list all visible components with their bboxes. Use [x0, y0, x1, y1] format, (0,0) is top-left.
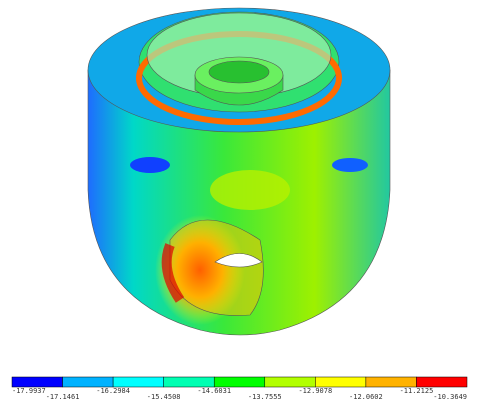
legend-band — [416, 377, 467, 387]
color-legend: -17.9937-17.1461 -16.2984 -15.4508 -14.6031… — [12, 377, 467, 401]
result-view: -17.9937-17.1461 -16.2984 -15.4508 -14.6031… — [0, 0, 495, 407]
legend-label: -12.0602 — [349, 393, 383, 401]
legend-label: -15.4508 — [147, 393, 181, 401]
legend-label: -14.6031 — [197, 387, 231, 395]
legend-band — [63, 377, 114, 387]
legend-label: -16.2984 — [96, 387, 130, 395]
legend-label: -17.1461 — [46, 393, 80, 401]
legend-band — [265, 377, 316, 387]
legend-label: -10.3649 — [433, 393, 467, 401]
legend-band — [366, 377, 417, 387]
legend-label: -17.9937 — [12, 387, 46, 395]
legend-band — [12, 377, 63, 387]
legend-label: -12.9078 — [298, 387, 332, 395]
legend-band — [214, 377, 265, 387]
legend-band — [164, 377, 215, 387]
legend-band — [315, 377, 366, 387]
legend-label: -13.7555 — [248, 393, 282, 401]
model — [88, 8, 390, 335]
legend-label: -11.2125 — [400, 387, 434, 395]
legend-band — [113, 377, 164, 387]
